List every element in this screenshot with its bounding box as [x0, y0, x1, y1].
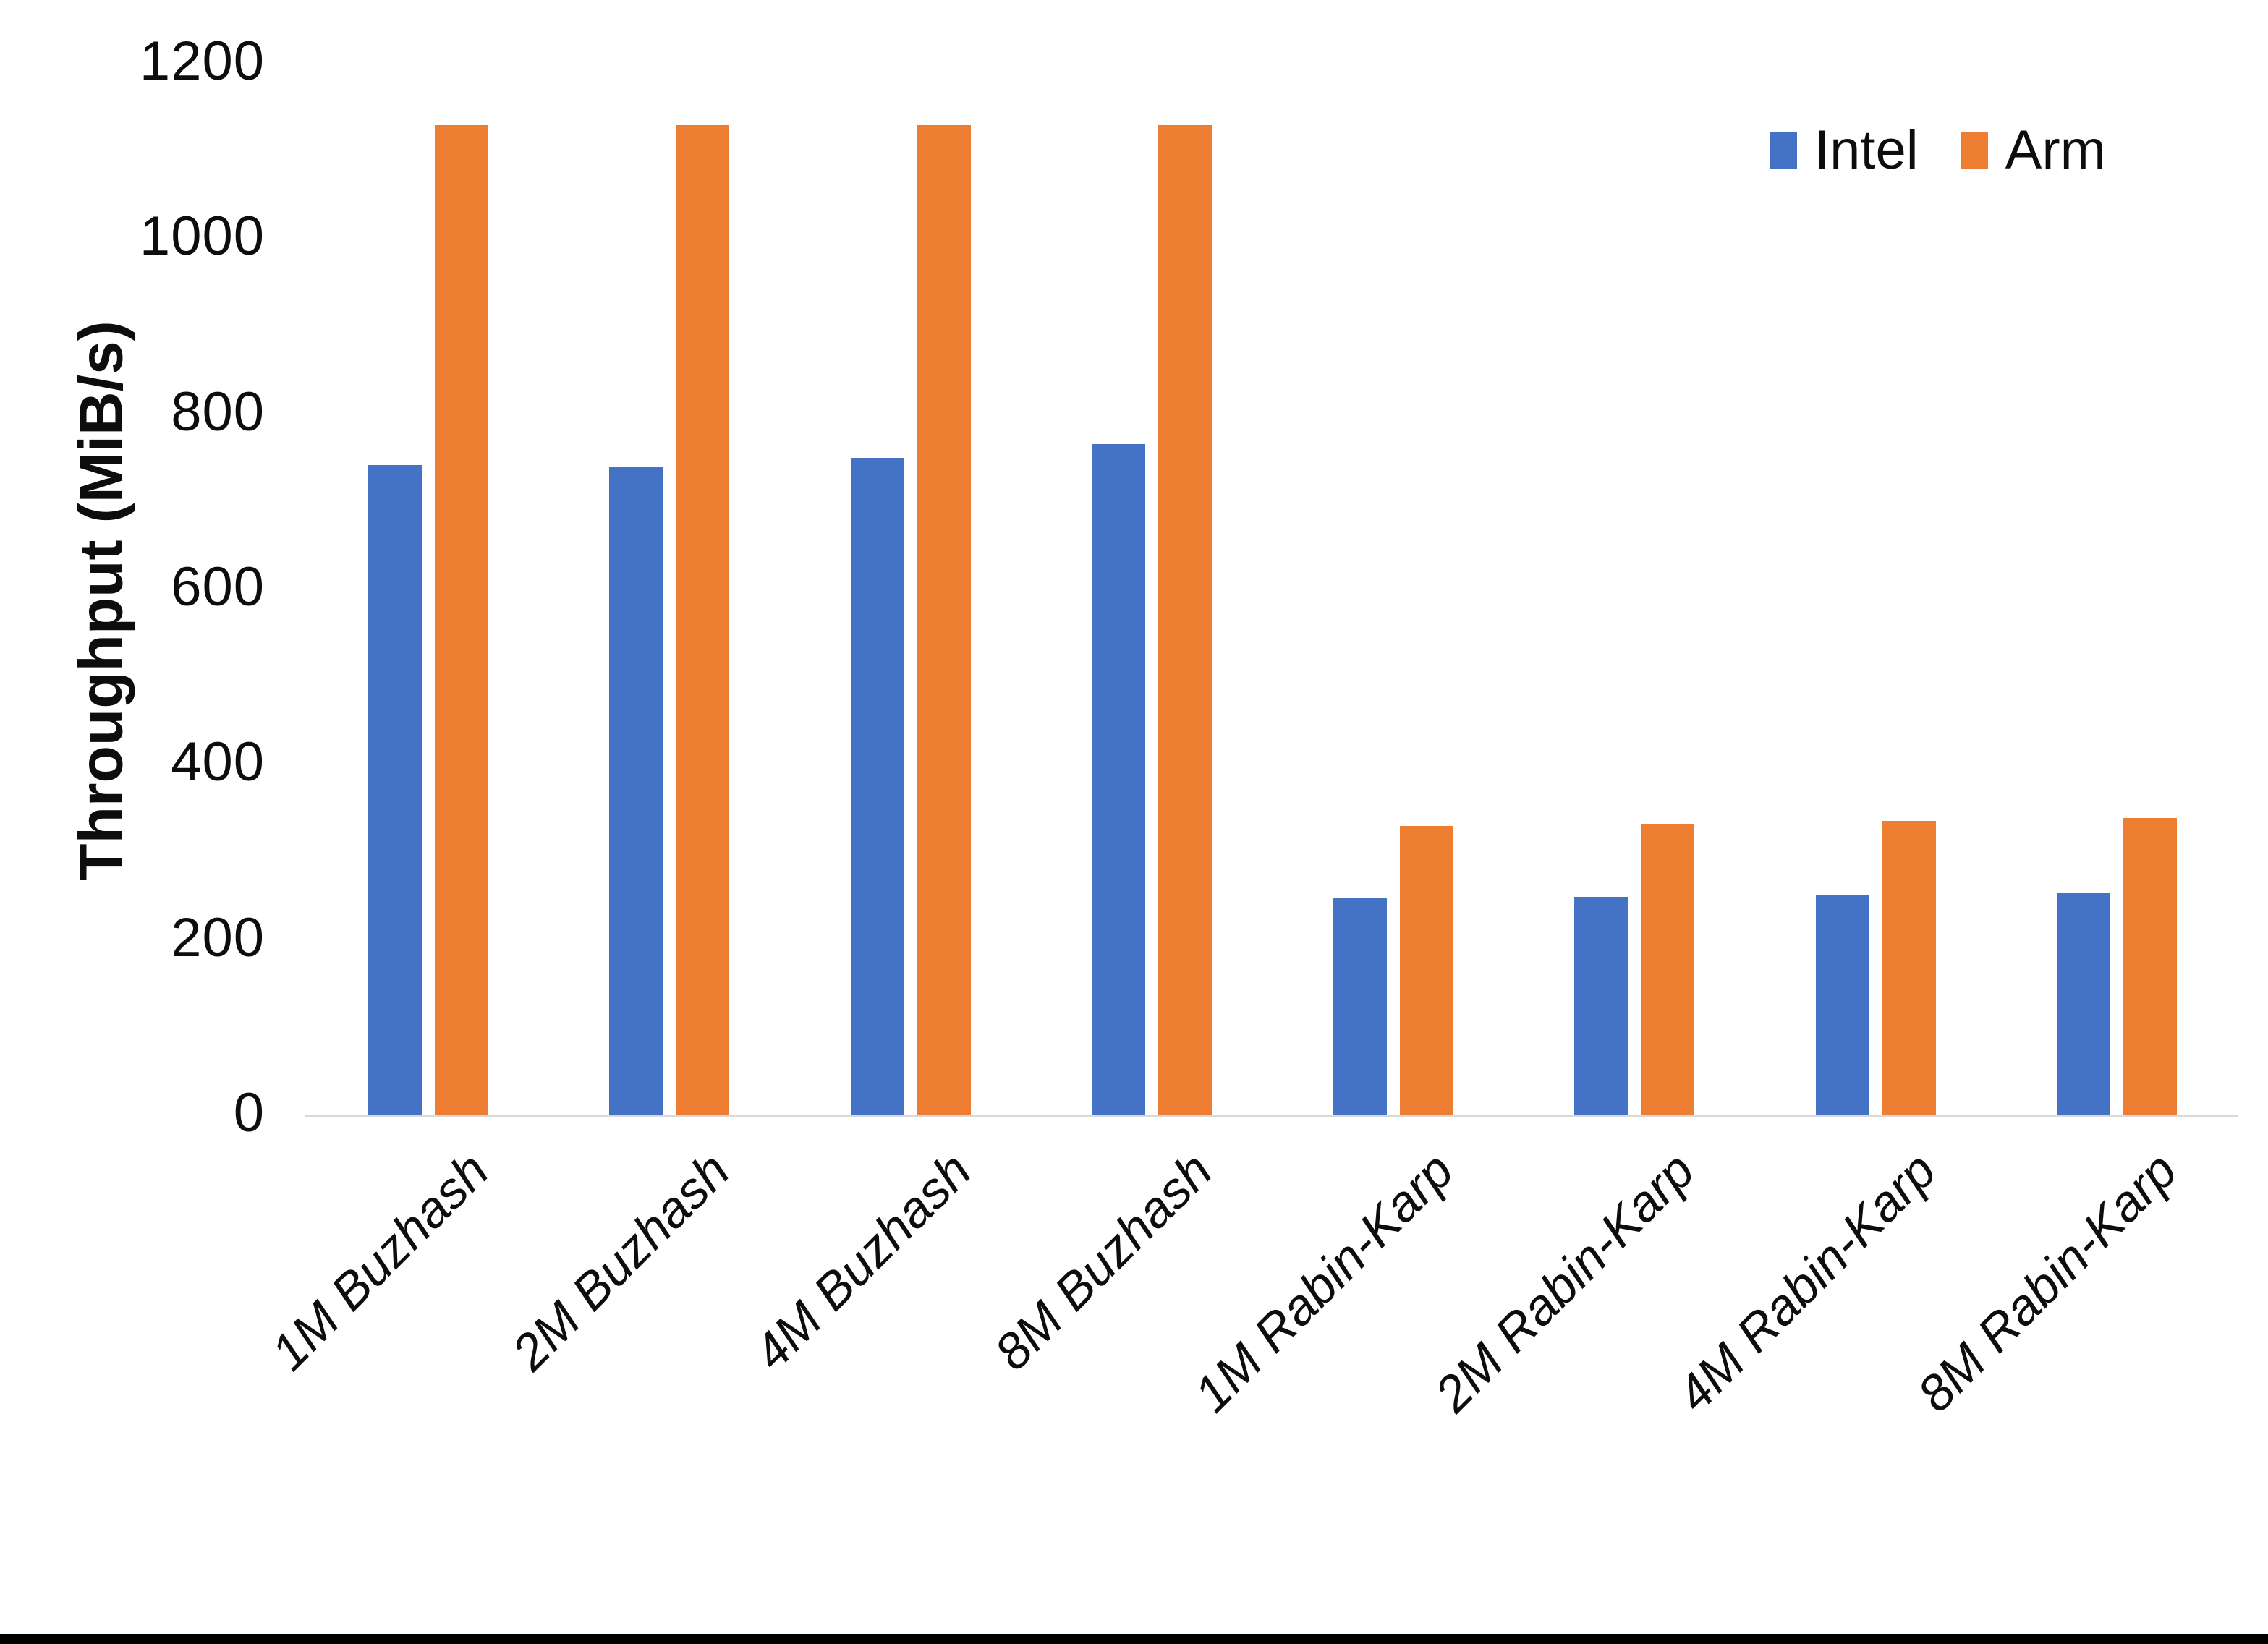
bar-intel-8m-rabin-karp	[2057, 893, 2110, 1115]
bar-intel-2m-buzhash	[609, 467, 663, 1115]
bar-arm-8m-buzhash	[1158, 125, 1212, 1115]
x-label-2m-buzhash: 2M Buzhash	[501, 1141, 741, 1381]
y-tick-label-400: 400	[171, 731, 265, 793]
intel-series-swatch-icon	[1770, 132, 1797, 169]
y-tick-label-0: 0	[233, 1082, 265, 1144]
bar-intel-2m-rabin-karp	[1574, 897, 1628, 1115]
arm-series-swatch-icon	[1960, 132, 1988, 169]
bar-arm-1m-buzhash	[435, 125, 488, 1115]
x-label-8m-rabin-karp: 8M Rabin-Karp	[1907, 1141, 2188, 1423]
legend-label-intel: Intel	[1814, 119, 1919, 181]
x-label-8m-buzhash: 8M Buzhash	[983, 1141, 1223, 1381]
x-axis-line	[305, 1115, 2238, 1117]
bar-arm-4m-rabin-karp	[1882, 821, 1936, 1115]
y-tick-label-600: 600	[171, 556, 265, 618]
legend-item-intel: Intel	[1770, 123, 1919, 178]
x-label-1m-rabin-karp: 1M Rabin-Karp	[1183, 1141, 1464, 1423]
bar-intel-1m-rabin-karp	[1333, 898, 1387, 1115]
x-label-4m-rabin-karp: 4M Rabin-Karp	[1665, 1141, 1947, 1423]
x-label-4m-buzhash: 4M Buzhash	[742, 1141, 982, 1381]
bar-intel-8m-buzhash	[1092, 444, 1145, 1115]
legend: Intel Arm	[1770, 123, 2106, 178]
bottom-border	[0, 1634, 2268, 1644]
bar-intel-4m-rabin-karp	[1816, 895, 1869, 1115]
bar-intel-4m-buzhash	[851, 458, 904, 1115]
bar-arm-2m-rabin-karp	[1641, 824, 1694, 1115]
x-label-2m-rabin-karp: 2M Rabin-Karp	[1424, 1141, 1706, 1423]
y-tick-label-200: 200	[171, 906, 265, 968]
y-tick-label-1200: 1200	[139, 30, 265, 93]
legend-item-arm: Arm	[1960, 119, 2106, 181]
bar-arm-8m-rabin-karp	[2123, 818, 2177, 1115]
y-tick-label-800: 800	[171, 380, 265, 443]
bar-intel-1m-buzhash	[368, 465, 422, 1115]
bar-arm-2m-buzhash	[676, 125, 729, 1115]
legend-label-arm: Arm	[2005, 119, 2106, 181]
bar-arm-1m-rabin-karp	[1400, 826, 1453, 1115]
y-tick-label-1000: 1000	[139, 205, 265, 268]
x-label-1m-buzhash: 1M Buzhash	[260, 1141, 499, 1381]
bar-arm-4m-buzhash	[917, 125, 971, 1115]
